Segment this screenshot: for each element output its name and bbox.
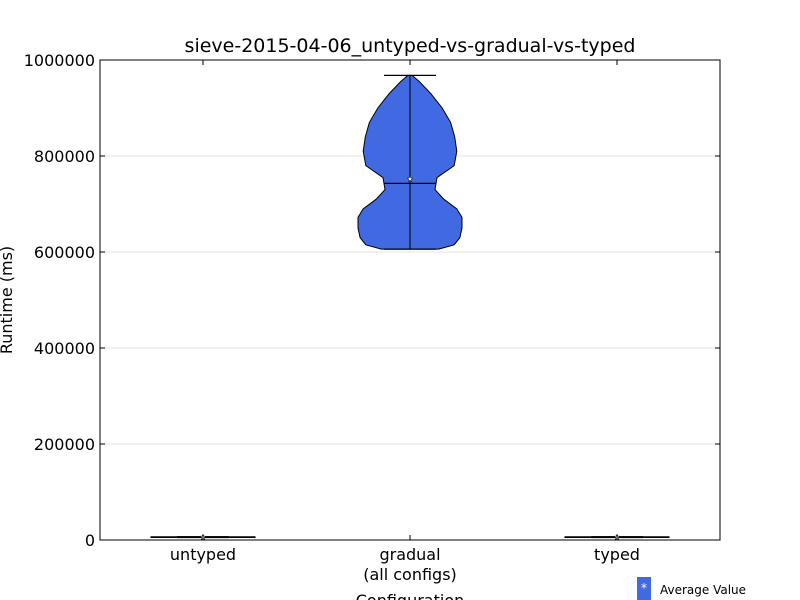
x-tick-label: untyped xyxy=(170,545,236,564)
legend-label: Average Value xyxy=(660,583,746,597)
y-tick-label: 1000000 xyxy=(24,51,95,70)
y-tick-label: 600000 xyxy=(34,243,95,262)
legend-swatch xyxy=(637,577,651,600)
violins xyxy=(150,74,670,541)
y-tick-label: 0 xyxy=(85,531,95,550)
chart-title: sieve-2015-04-06_untyped-vs-gradual-vs-t… xyxy=(185,35,636,57)
legend: * Average Value xyxy=(637,577,746,600)
x-tick-label: typed xyxy=(594,545,640,564)
axis-ticks: 0 200000 400000 600000 800000 1000000 untyped g… xyxy=(24,51,720,584)
x-axis-label: Configuration xyxy=(356,591,465,600)
y-tick-label: 800000 xyxy=(34,147,95,166)
y-tick-label: 400000 xyxy=(34,339,95,358)
y-tick-label: 200000 xyxy=(34,435,95,454)
x-tick-label: gradual xyxy=(379,545,440,564)
violin-mean-marker xyxy=(406,175,414,183)
legend-marker: * xyxy=(641,581,647,595)
x-tick-label-line2: (all configs) xyxy=(363,565,457,584)
y-axis-label: Runtime (ms) xyxy=(0,246,16,354)
